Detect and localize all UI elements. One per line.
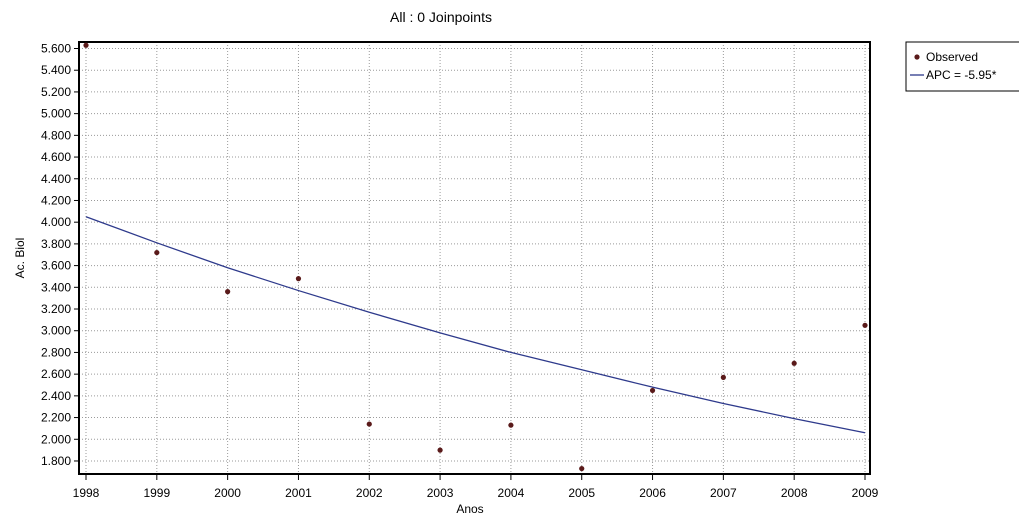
y-tick-label: 2.800 bbox=[41, 345, 71, 359]
observed-point bbox=[862, 322, 868, 328]
y-tick-label: 3.200 bbox=[41, 302, 71, 316]
plot-frame bbox=[78, 41, 871, 475]
trend-line bbox=[85, 216, 866, 434]
y-tick-label: 2.400 bbox=[41, 389, 71, 403]
y-tick-label: 3.000 bbox=[41, 324, 71, 338]
legend-observed-label: Observed bbox=[926, 50, 978, 64]
legend: Observed APC = -5.95* bbox=[905, 41, 1019, 92]
x-tick-label: 2004 bbox=[498, 486, 525, 500]
x-tick-label: 1999 bbox=[143, 486, 170, 500]
observed-point bbox=[366, 421, 372, 427]
observed-point bbox=[83, 42, 89, 48]
x-axis-title: Anos bbox=[456, 502, 483, 515]
y-tick-label: 2.000 bbox=[41, 432, 71, 446]
y-tick-label: 5.200 bbox=[41, 85, 71, 99]
grid bbox=[79, 42, 870, 474]
y-tick-label: 5.400 bbox=[41, 63, 71, 77]
x-tick-label: 2005 bbox=[568, 486, 595, 500]
observed-point bbox=[225, 289, 231, 295]
legend-observed-marker bbox=[914, 54, 920, 60]
y-axis: 1.800 2.000 2.200 2.400 2.600 2.800 3.000 3.200… bbox=[41, 42, 79, 468]
x-tick-label: 2002 bbox=[356, 486, 383, 500]
x-tick-label: 2001 bbox=[285, 486, 312, 500]
x-tick-label: 2008 bbox=[781, 486, 808, 500]
observed-point bbox=[791, 360, 797, 366]
x-tick-label: 2006 bbox=[639, 486, 666, 500]
y-tick-label: 4.000 bbox=[41, 215, 71, 229]
y-tick-label: 3.800 bbox=[41, 237, 71, 251]
y-tick-label: 4.200 bbox=[41, 193, 71, 207]
observed-point bbox=[720, 374, 726, 380]
observed-point bbox=[154, 249, 160, 256]
x-tick-label: 2003 bbox=[427, 486, 454, 500]
y-tick-label: 2.600 bbox=[41, 367, 71, 381]
y-axis-title: Ac. Biol bbox=[13, 238, 27, 279]
y-tick-label: 5.600 bbox=[41, 42, 71, 56]
y-tick-label: 4.600 bbox=[41, 150, 71, 164]
observed-point bbox=[295, 276, 302, 282]
x-tick-label: 1998 bbox=[73, 486, 100, 500]
observed-point bbox=[579, 465, 585, 472]
y-tick-label: 2.200 bbox=[41, 411, 71, 425]
observed-point bbox=[508, 422, 514, 428]
observed-point bbox=[437, 447, 443, 453]
y-tick-label: 5.000 bbox=[41, 107, 71, 121]
observed-point bbox=[649, 387, 656, 394]
y-tick-label: 3.600 bbox=[41, 259, 71, 273]
x-tick-label: 2007 bbox=[710, 486, 737, 500]
x-tick-label: 2009 bbox=[852, 486, 879, 500]
x-axis: 1998 1999 2000 2001 2002 2003 2004 2005 2006 2007… bbox=[73, 474, 879, 500]
chart-title: All : 0 Joinpoints bbox=[390, 9, 492, 25]
legend-box bbox=[905, 41, 1019, 92]
x-tick-label: 2000 bbox=[214, 486, 241, 500]
observed-points bbox=[83, 42, 868, 472]
y-tick-label: 4.800 bbox=[41, 128, 71, 142]
y-tick-label: 1.800 bbox=[41, 454, 71, 468]
y-tick-label: 3.400 bbox=[41, 280, 71, 294]
legend-apc-label: APC = -5.95* bbox=[926, 68, 997, 82]
y-tick-label: 4.400 bbox=[41, 172, 71, 186]
